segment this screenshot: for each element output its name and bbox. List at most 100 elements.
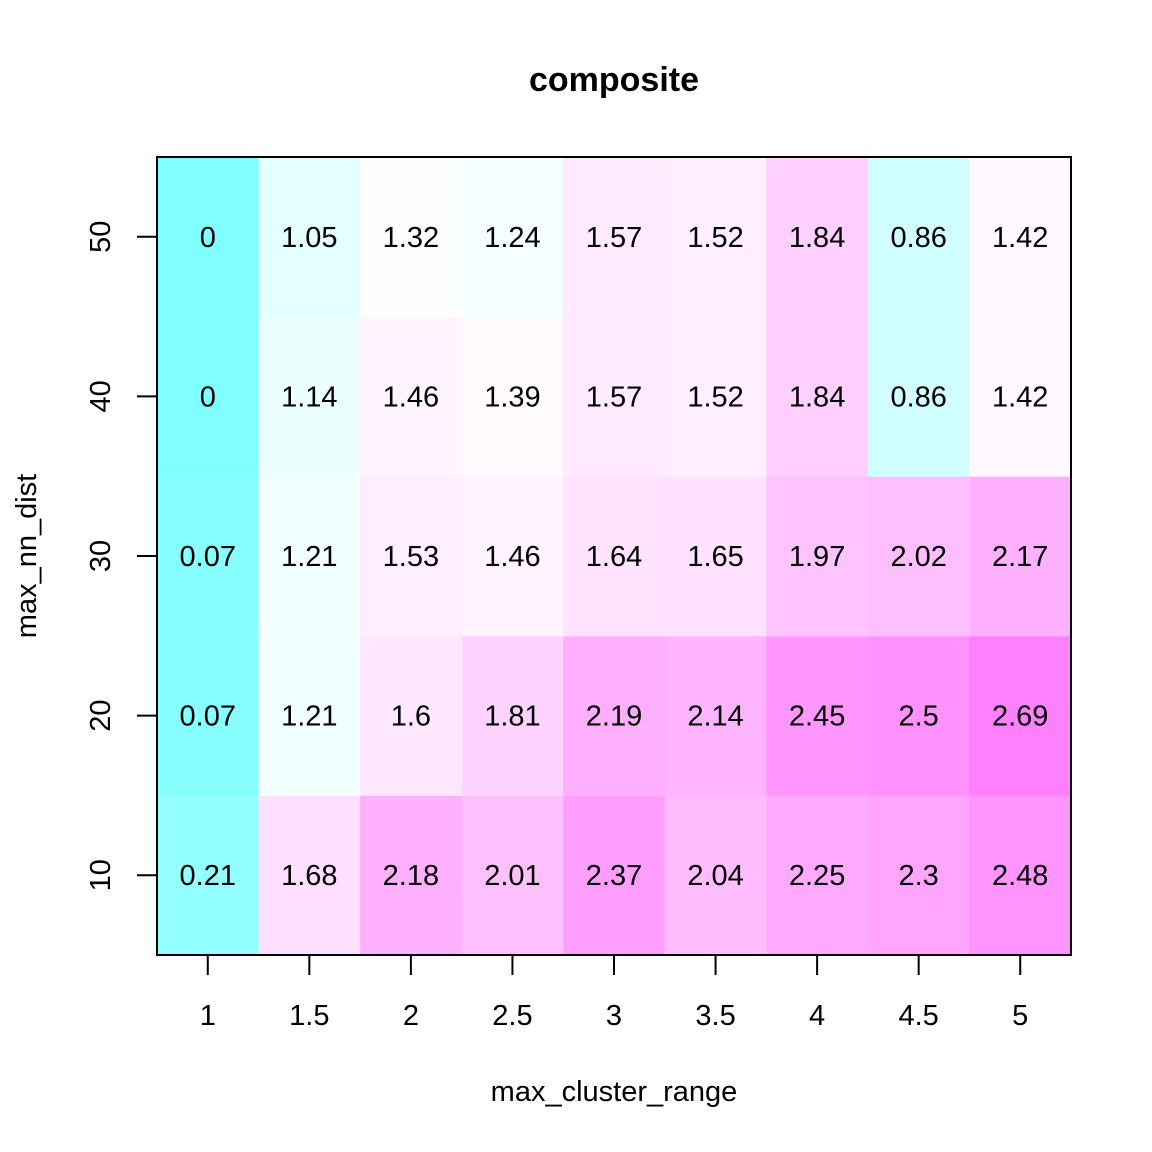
cell-value-label: 2.19: [586, 701, 642, 733]
cell-value-label: 2.17: [992, 541, 1048, 573]
heatmap-cell: [360, 157, 463, 318]
x-tick-label: 3: [606, 1000, 622, 1032]
heatmap-cell: [360, 316, 463, 477]
heatmap-cell: [258, 157, 361, 318]
y-tick-label: 50: [85, 221, 117, 253]
heatmap-cell: [157, 476, 260, 637]
cell-value-label: 2.01: [484, 860, 540, 892]
y-tick-label: 20: [85, 699, 117, 731]
heatmap-cell: [563, 795, 666, 956]
heatmap-cells: [157, 157, 1072, 956]
cell-value-label: 2.37: [586, 860, 642, 892]
heatmap-cell: [867, 635, 970, 796]
heatmap-cell: [360, 476, 463, 637]
cell-value-label: 0.07: [180, 701, 236, 733]
cell-value-label: 1.97: [789, 541, 845, 573]
heatmap-cell: [258, 635, 361, 796]
cell-value-label: 1.84: [789, 381, 845, 413]
heatmap-cell: [258, 476, 361, 637]
cell-value-label: 1.81: [484, 701, 540, 733]
heatmap-cell: [360, 795, 463, 956]
heatmap-cell: [766, 635, 869, 796]
heatmap-cell: [258, 316, 361, 477]
heatmap-cell: [563, 316, 666, 477]
y-tick-label: 10: [85, 859, 117, 891]
heatmap-cell: [867, 476, 970, 637]
cell-value-label: 1.57: [586, 222, 642, 254]
cell-value-label: 1.42: [992, 381, 1048, 413]
x-axis: 1 1.5 2 2.5 3 3.5 4 4.5 5: [200, 955, 1028, 1032]
cell-value-label: 0: [200, 381, 216, 413]
cell-value-label: 0.86: [890, 381, 946, 413]
cell-value-label: 2.5: [899, 701, 939, 733]
cell-value-label: 1.24: [484, 222, 540, 254]
heatmap-cell: [461, 635, 564, 796]
heatmap-cell: [563, 635, 666, 796]
heatmap-cell: [360, 635, 463, 796]
cell-value-label: 1.39: [484, 381, 540, 413]
heatmap-cell: [664, 476, 767, 637]
cell-value-label: 1.65: [687, 541, 743, 573]
cell-value-label: 1.05: [281, 222, 337, 254]
y-axis: 10 20 30 40 50: [85, 221, 157, 891]
heatmap-cell: [766, 795, 869, 956]
cell-value-label: 2.69: [992, 701, 1048, 733]
y-tick-label: 30: [85, 540, 117, 572]
x-tick-label: 5: [1012, 1000, 1028, 1032]
cell-value-label: 1.68: [281, 860, 337, 892]
heatmap-cell: [157, 316, 260, 477]
cell-value-label: 2.02: [890, 541, 946, 573]
x-tick-label: 1.5: [289, 1000, 329, 1032]
x-axis-label: max_cluster_range: [491, 1076, 738, 1108]
heatmap-cell: [664, 157, 767, 318]
heatmap-cell: [867, 157, 970, 318]
heatmap-cell: [157, 157, 260, 318]
heatmap-cell: [664, 316, 767, 477]
heatmap-cell: [766, 476, 869, 637]
x-tick-label: 2: [403, 1000, 419, 1032]
cell-value-label: 1.42: [992, 222, 1048, 254]
cell-value-label: 2.45: [789, 701, 845, 733]
y-axis-label: max_nn_dist: [11, 474, 43, 638]
heatmap-cell: [867, 795, 970, 956]
cell-value-label: 2.25: [789, 860, 845, 892]
cell-value-label: 2.3: [899, 860, 939, 892]
x-tick-label: 2.5: [492, 1000, 532, 1032]
x-tick-label: 4.5: [899, 1000, 939, 1032]
cell-value-label: 1.46: [383, 381, 439, 413]
cell-value-label: 2.14: [687, 701, 743, 733]
cell-value-label: 0.07: [180, 541, 236, 573]
chart-title: composite: [529, 61, 699, 99]
x-tick-label: 4: [809, 1000, 825, 1032]
cell-value-label: 1.21: [281, 701, 337, 733]
heatmap-cell: [461, 795, 564, 956]
cell-value-label: 1.6: [391, 701, 431, 733]
heatmap-cell: [766, 316, 869, 477]
cell-value-label: 0.86: [890, 222, 946, 254]
heatmap-cell: [969, 795, 1072, 956]
heatmap-cell: [969, 157, 1072, 318]
cell-value-label: 0.21: [180, 860, 236, 892]
cell-value-label: 1.52: [687, 222, 743, 254]
x-tick-label: 3.5: [695, 1000, 735, 1032]
heatmap-cell: [563, 476, 666, 637]
heatmap-cell: [563, 157, 666, 318]
cell-value-label: 1.46: [484, 541, 540, 573]
heatmap-cell: [461, 157, 564, 318]
heatmap-cell: [969, 476, 1072, 637]
cell-value-label: 1.21: [281, 541, 337, 573]
y-tick-label: 40: [85, 380, 117, 412]
cell-value-label: 2.04: [687, 860, 743, 892]
cell-value-label: 2.18: [383, 860, 439, 892]
heatmap-cell: [258, 795, 361, 956]
cell-value-label: 1.32: [383, 222, 439, 254]
cell-value-label: 1.64: [586, 541, 642, 573]
x-tick-label: 1: [200, 1000, 216, 1032]
cell-value-label: 2.48: [992, 860, 1048, 892]
heatmap-cell: [969, 316, 1072, 477]
heatmap-cell-labels: 0.21 1.68 2.18 2.01 2.37 2.04 2.25 2.3 2.48 0.07 1…: [180, 222, 1049, 892]
heatmap-cell: [461, 476, 564, 637]
cell-value-label: 1.14: [281, 381, 337, 413]
heatmap-cell: [867, 316, 970, 477]
